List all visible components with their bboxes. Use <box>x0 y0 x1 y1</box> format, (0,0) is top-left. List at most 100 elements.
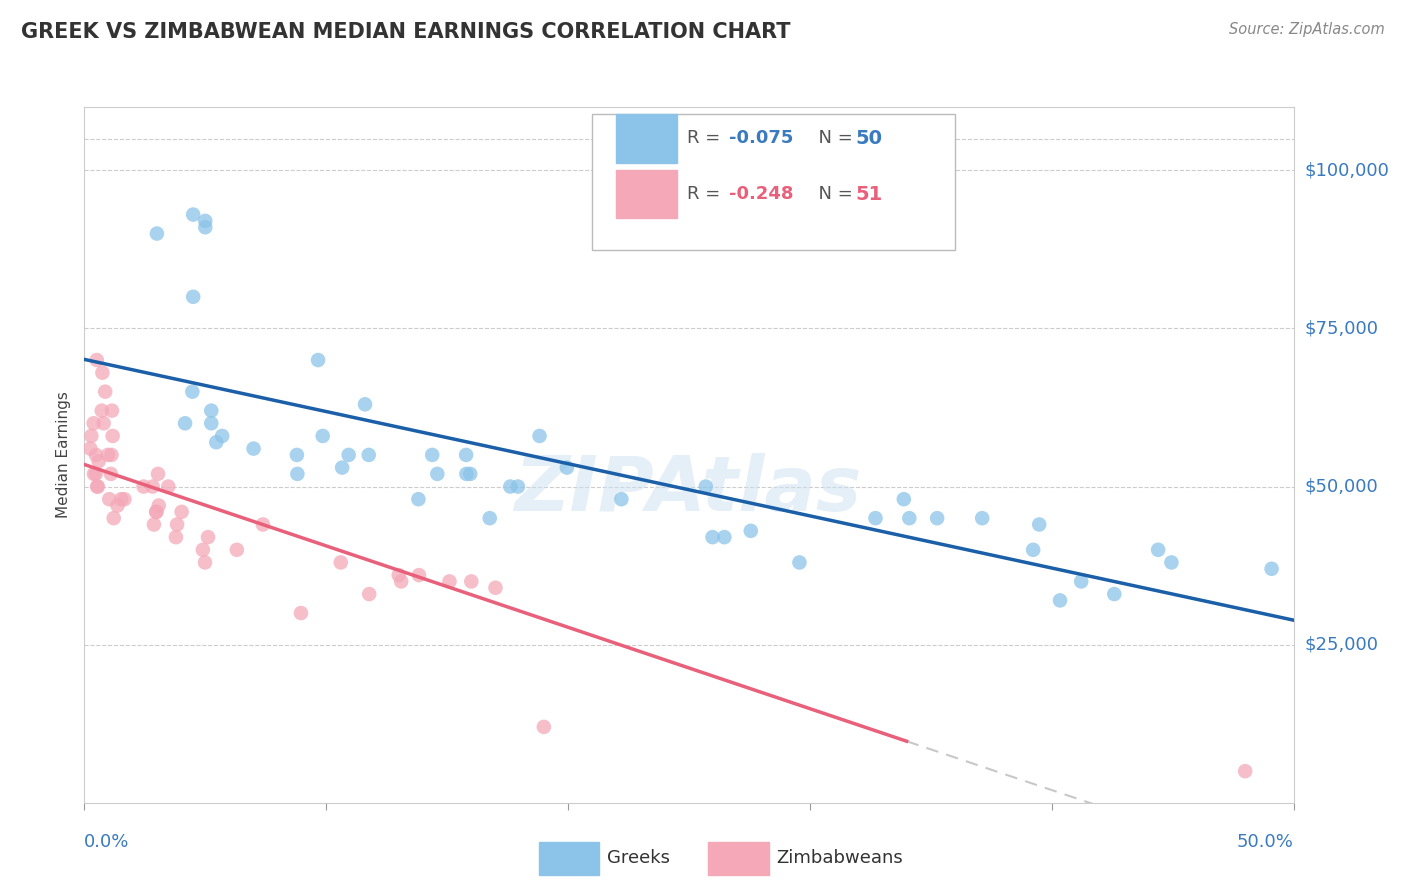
Point <box>242 442 264 456</box>
Point <box>426 467 449 481</box>
Point <box>439 574 461 589</box>
Point <box>194 214 217 228</box>
Point <box>83 467 105 481</box>
FancyBboxPatch shape <box>538 842 599 875</box>
Point <box>170 505 193 519</box>
Point <box>359 587 381 601</box>
Point <box>103 511 125 525</box>
Point <box>146 467 169 481</box>
Point <box>100 448 122 462</box>
Point <box>354 397 377 411</box>
Point <box>83 417 105 431</box>
Point <box>499 479 522 493</box>
Text: N =: N = <box>807 129 859 147</box>
Point <box>181 290 204 304</box>
Point <box>97 448 120 462</box>
Point <box>205 435 228 450</box>
Point <box>101 429 124 443</box>
Text: $75,000: $75,000 <box>1305 319 1379 337</box>
Point <box>898 511 921 525</box>
Point <box>337 448 360 462</box>
Text: N =: N = <box>807 185 859 203</box>
Point <box>84 448 107 462</box>
Point <box>972 511 994 525</box>
Point <box>146 227 169 241</box>
Point <box>80 429 103 443</box>
FancyBboxPatch shape <box>616 169 676 219</box>
Point <box>100 467 122 481</box>
Point <box>93 417 115 431</box>
Point <box>101 403 124 417</box>
Point <box>91 366 114 380</box>
Text: 50: 50 <box>856 128 883 148</box>
Text: GREEK VS ZIMBABWEAN MEDIAN EARNINGS CORRELATION CHART: GREEK VS ZIMBABWEAN MEDIAN EARNINGS CORR… <box>21 22 790 42</box>
Point <box>529 429 551 443</box>
Text: Source: ZipAtlas.com: Source: ZipAtlas.com <box>1229 22 1385 37</box>
Point <box>695 479 717 493</box>
Point <box>1104 587 1126 601</box>
Point <box>166 517 188 532</box>
Point <box>194 220 217 235</box>
Point <box>740 524 762 538</box>
Point <box>1234 764 1257 779</box>
Point <box>181 384 204 399</box>
Text: 50.0%: 50.0% <box>1237 833 1294 851</box>
Text: ZIPAtlas: ZIPAtlas <box>515 453 863 526</box>
Point <box>165 530 187 544</box>
FancyBboxPatch shape <box>709 842 769 875</box>
Point <box>460 574 482 589</box>
Point <box>533 720 555 734</box>
Point <box>86 479 108 493</box>
Point <box>252 517 274 532</box>
Text: 0.0%: 0.0% <box>84 833 129 851</box>
Point <box>329 556 352 570</box>
Point <box>197 530 219 544</box>
Text: 51: 51 <box>856 185 883 203</box>
Text: -0.248: -0.248 <box>728 185 793 203</box>
Point <box>114 492 136 507</box>
Point <box>98 492 121 507</box>
Point <box>132 479 155 493</box>
Point <box>285 448 308 462</box>
Point <box>290 606 312 620</box>
Point <box>388 568 411 582</box>
FancyBboxPatch shape <box>616 114 676 162</box>
Point <box>420 448 443 462</box>
Point <box>211 429 233 443</box>
Point <box>408 568 430 582</box>
Point <box>389 574 412 589</box>
Text: $100,000: $100,000 <box>1305 161 1389 179</box>
Point <box>287 467 309 481</box>
Point <box>1160 556 1182 570</box>
Point <box>1028 517 1050 532</box>
Point <box>225 542 247 557</box>
Point <box>142 517 165 532</box>
Point <box>87 479 110 493</box>
Point <box>357 448 380 462</box>
Point <box>408 492 430 507</box>
Point <box>610 492 633 507</box>
Point <box>84 467 107 481</box>
Point <box>307 353 329 368</box>
Point <box>157 479 180 493</box>
Point <box>458 467 481 481</box>
Point <box>174 417 197 431</box>
Text: Zimbabweans: Zimbabweans <box>776 849 903 867</box>
Text: Greeks: Greeks <box>607 849 669 867</box>
Point <box>702 530 724 544</box>
Point <box>713 530 735 544</box>
Point <box>148 499 170 513</box>
Point <box>1022 542 1045 557</box>
Point <box>1049 593 1071 607</box>
Point <box>110 492 132 507</box>
Point <box>789 556 811 570</box>
Point <box>145 505 167 519</box>
Point <box>94 384 117 399</box>
Text: R =: R = <box>686 129 725 147</box>
Point <box>79 442 101 456</box>
Y-axis label: Median Earnings: Median Earnings <box>56 392 72 518</box>
Point <box>506 479 529 493</box>
FancyBboxPatch shape <box>592 114 955 250</box>
Text: $25,000: $25,000 <box>1305 636 1379 654</box>
Point <box>191 542 214 557</box>
